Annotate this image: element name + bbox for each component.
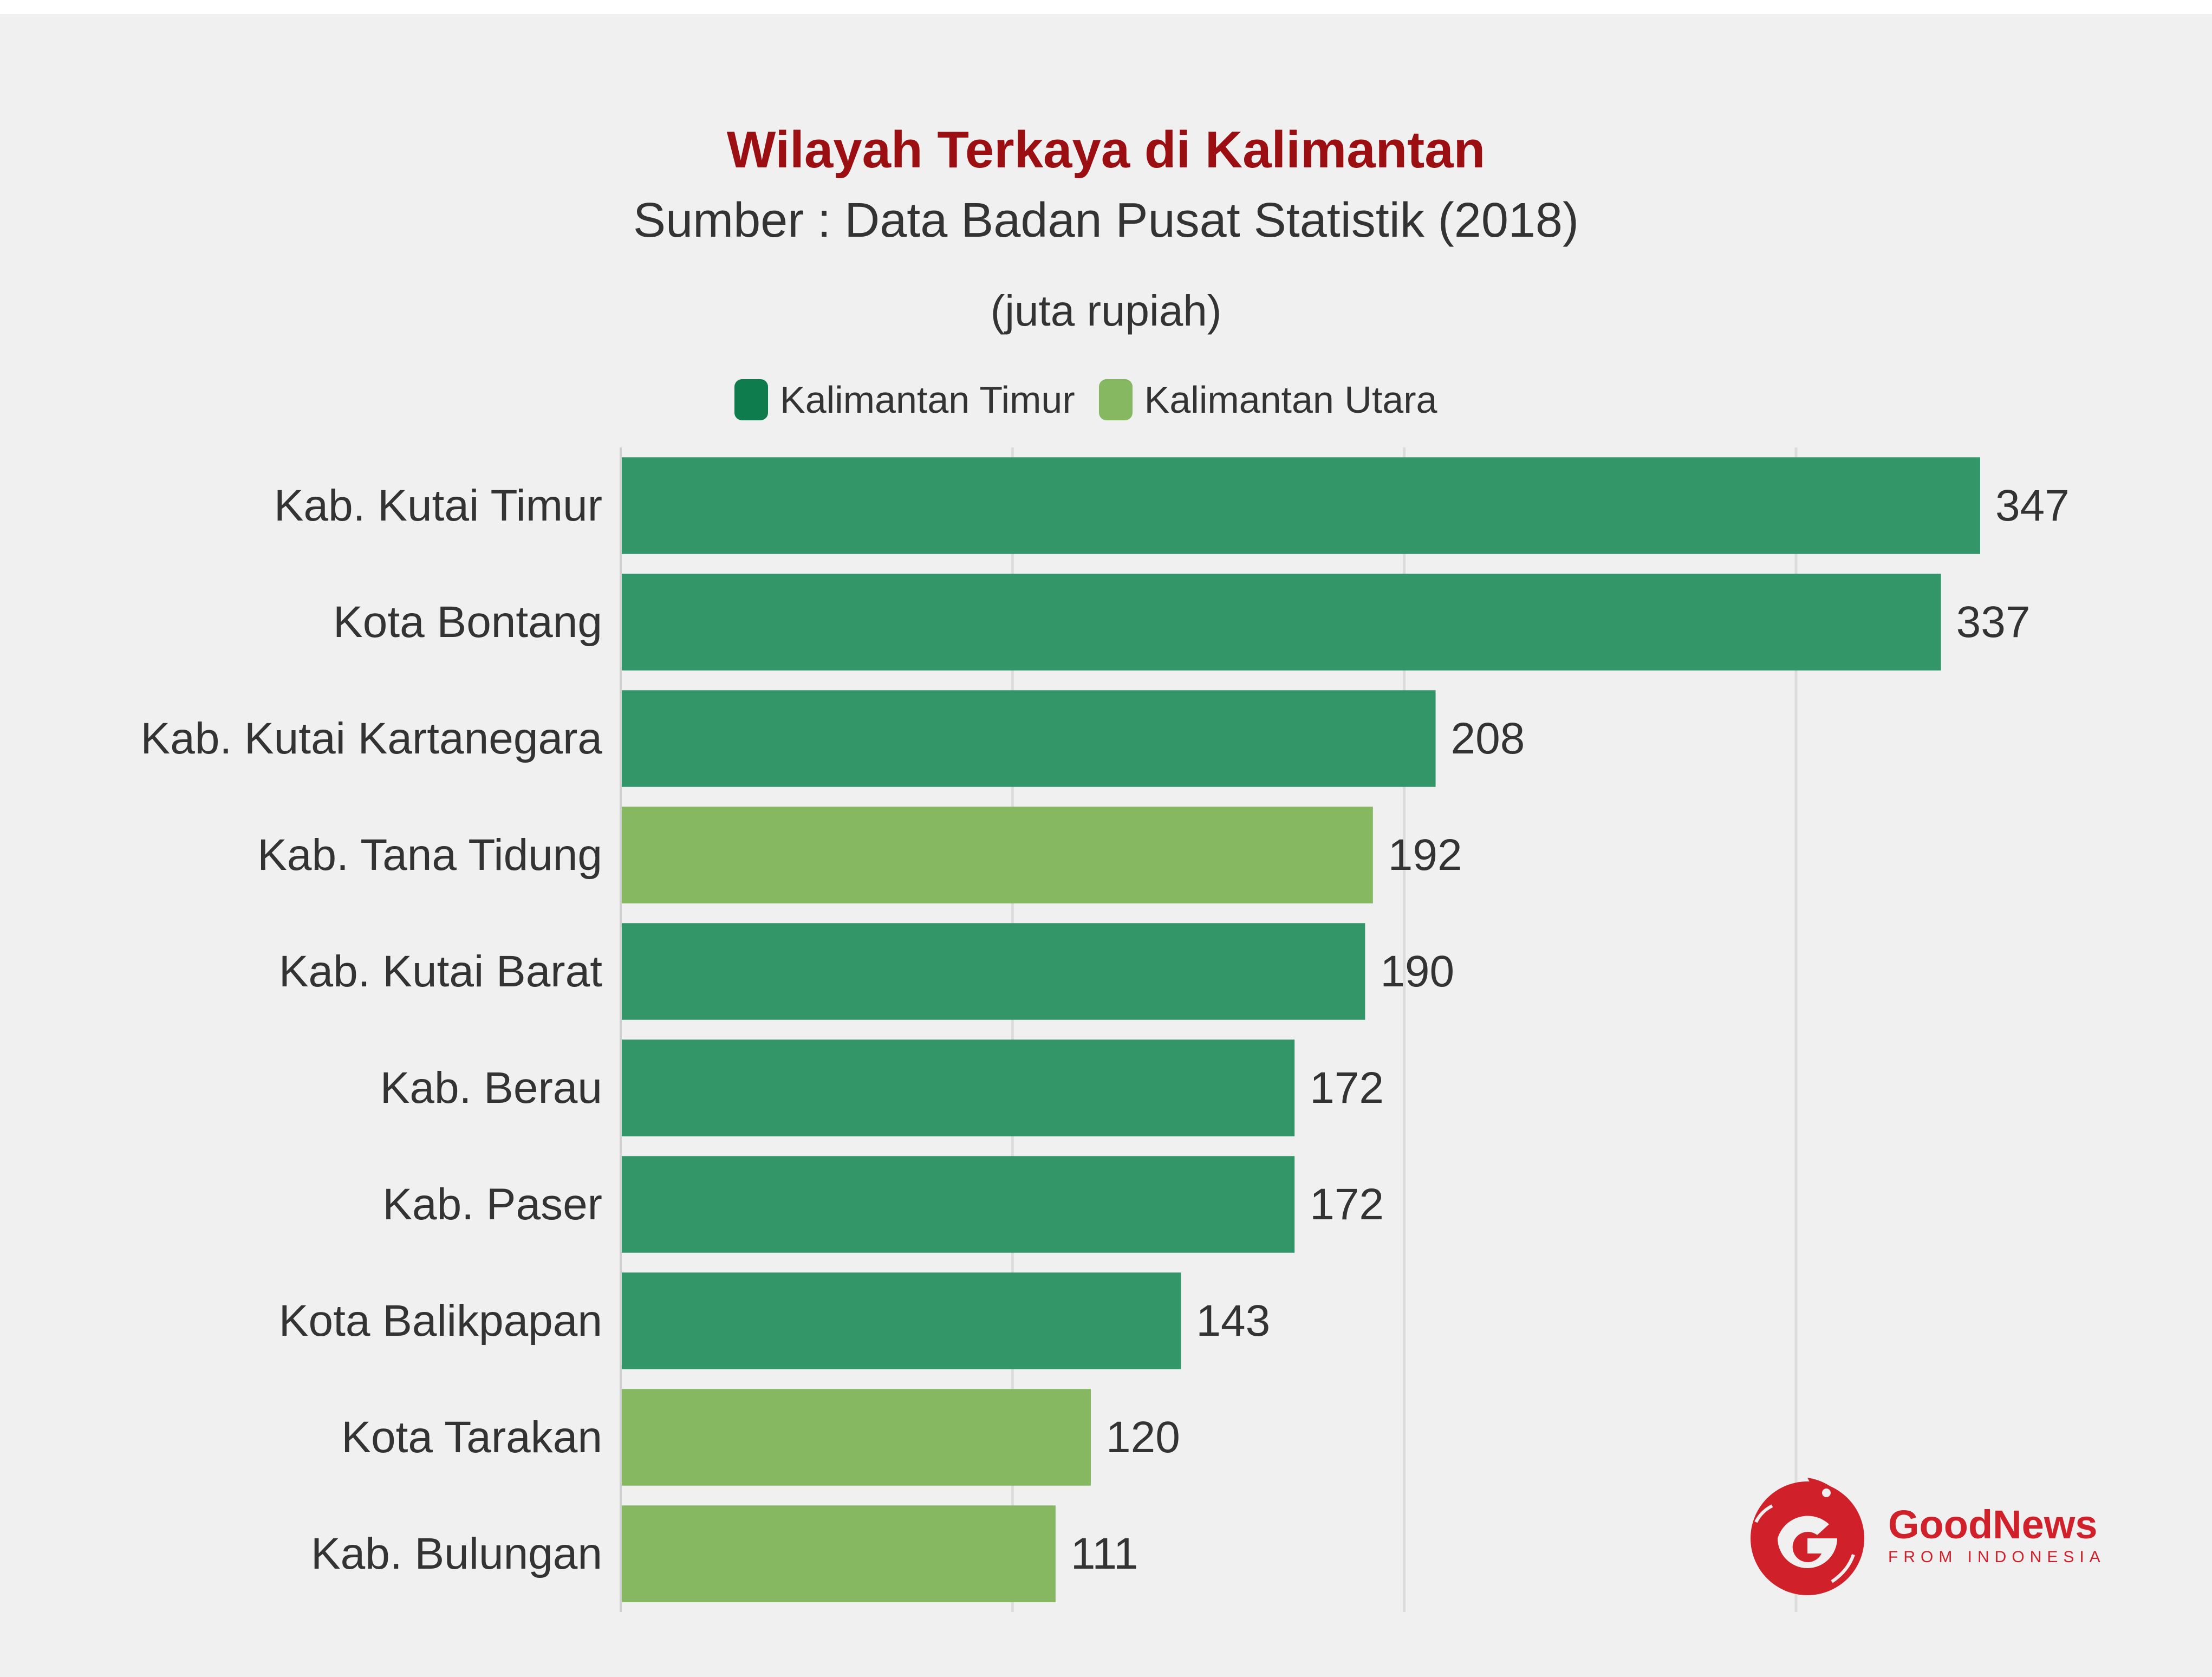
logo-name: GoodNews (1888, 1502, 2098, 1547)
bar-chart: Kab. Kutai Timur 347 Kota Bontang 337 Kab. K… (141, 447, 2070, 1612)
category-label-8: Kota Balikpapan (279, 1296, 602, 1346)
category-label-2: Kota Bontang (333, 597, 602, 647)
value-label-6: 172 (1310, 1063, 1384, 1113)
bar-8 (621, 1272, 1181, 1369)
value-label-10: 111 (1071, 1529, 1138, 1578)
garuda-logo-icon (1751, 1478, 1864, 1595)
bar-1 (621, 457, 1980, 554)
bar-2 (621, 574, 1941, 671)
legend-swatch-timur (734, 379, 768, 420)
value-label-3: 208 (1451, 714, 1525, 763)
category-label-6: Kab. Berau (380, 1063, 602, 1113)
bar-7 (621, 1156, 1295, 1253)
chart-canvas: Wilayah Terkaya di Kalimantan Sumber : D… (0, 14, 2212, 1677)
legend-item-kalimantan-utara: Kalimantan Utara (1098, 378, 1437, 421)
unit-label: (juta rupiah) (990, 287, 1222, 335)
legend: Kalimantan Timur Kalimantan Utara (734, 378, 1437, 421)
chart-subtitle: Sumber : Data Badan Pusat Statistik (201… (633, 193, 1579, 248)
legend-swatch-utara (1098, 379, 1133, 420)
bar-9 (621, 1389, 1091, 1486)
legend-label-utara: Kalimantan Utara (1144, 379, 1437, 421)
category-label-9: Kota Tarakan (341, 1413, 602, 1462)
bar-4 (621, 807, 1373, 903)
bar-5 (621, 923, 1365, 1020)
bar-10 (621, 1505, 1056, 1602)
category-label-7: Kab. Paser (382, 1180, 602, 1229)
category-label-1: Kab. Kutai Timur (274, 481, 602, 530)
value-label-2: 337 (1956, 597, 2031, 647)
value-label-9: 120 (1106, 1413, 1180, 1462)
legend-label-timur: Kalimantan Timur (780, 379, 1075, 421)
category-label-4: Kab. Tana Tidung (257, 830, 602, 880)
value-label-4: 192 (1388, 830, 1462, 880)
bar-6 (621, 1039, 1295, 1136)
category-label-3: Kab. Kutai Kartanegara (141, 714, 603, 763)
chart-title: Wilayah Terkaya di Kalimantan (726, 121, 1486, 179)
legend-item-kalimantan-timur: Kalimantan Timur (734, 378, 1075, 421)
goodnews-logo: GoodNews FROM INDONESIA (1745, 1473, 2106, 1598)
value-label-8: 143 (1196, 1296, 1270, 1346)
bar-3 (621, 690, 1436, 787)
logo-tagline: FROM INDONESIA (1888, 1548, 2106, 1566)
value-label-5: 190 (1380, 947, 1454, 996)
value-label-1: 347 (1995, 481, 2070, 530)
category-label-5: Kab. Kutai Barat (279, 947, 602, 996)
value-label-7: 172 (1310, 1180, 1384, 1229)
category-label-10: Kab. Bulungan (311, 1529, 602, 1578)
